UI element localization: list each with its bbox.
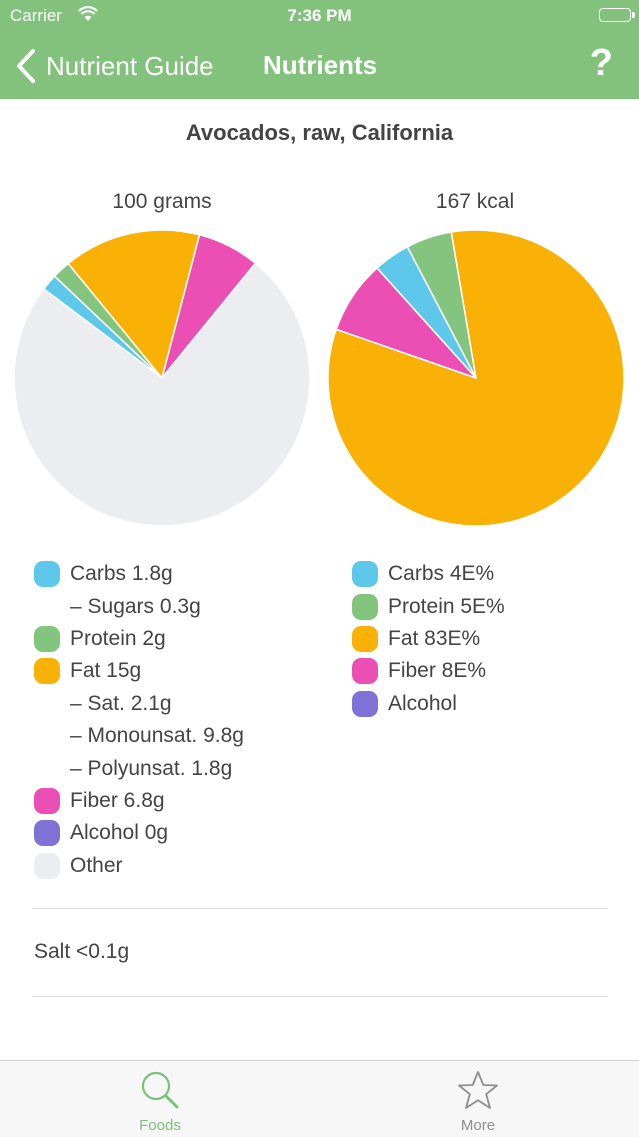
legend-label: – Sat. 2.1g	[70, 691, 172, 715]
energy-legend-item-alcohol: Alcohol	[352, 688, 505, 720]
star-icon	[458, 1071, 498, 1109]
mass-chart-label: 100 grams	[112, 190, 212, 213]
page-title: Nutrients	[263, 50, 378, 80]
back-button-label: Nutrient Guide	[46, 50, 214, 81]
fiber-color-dot	[352, 658, 378, 685]
search-icon	[141, 1071, 179, 1109]
divider	[32, 996, 608, 997]
food-name: Avocados, raw, California	[185, 120, 454, 145]
legend-label: Protein 2g	[70, 626, 166, 650]
back-button[interactable]: Nutrient Guide	[14, 46, 214, 86]
wifi-icon	[78, 6, 98, 27]
legend-label: Fat 15g	[70, 659, 142, 683]
legend-item-protein: Protein 2g	[34, 623, 244, 655]
salt-value: Salt <0.1g	[34, 940, 130, 963]
legend-item-other: Other	[34, 850, 244, 882]
legend-item-fat: Fat 15g	[34, 655, 244, 687]
tab-foods[interactable]: Foods	[80, 1061, 240, 1137]
protein-color-dot	[352, 593, 378, 620]
legend-label: Protein 5E%	[388, 594, 505, 618]
legend-item-sugars: – Sugars 0.3g	[34, 590, 244, 622]
mass-legend: Carbs 1.8g – Sugars 0.3g Protein 2g Fat …	[34, 558, 244, 882]
tab-more[interactable]: More	[398, 1061, 558, 1137]
carbs-color-dot	[352, 561, 378, 588]
fiber-color-dot	[34, 787, 60, 814]
status-bar: Carrier 7:36 PM	[0, 0, 639, 32]
legend-label: Alcohol	[388, 691, 457, 715]
legend-label: Fiber 8E%	[388, 659, 487, 683]
protein-color-dot	[34, 625, 60, 652]
energy-legend-item-carbs: Carbs 4E%	[352, 558, 505, 590]
legend-label: Alcohol 0g	[70, 821, 169, 845]
legend-label: Other	[70, 853, 123, 877]
legend-item-fiber: Fiber 6.8g	[34, 785, 244, 817]
mass-pie-chart	[13, 229, 311, 527]
navigation-bar: Nutrient Guide Nutrients ?	[0, 32, 639, 99]
carbs-color-dot	[34, 561, 60, 588]
energy-pie-chart	[327, 229, 625, 527]
fat-color-dot	[352, 625, 378, 652]
energy-chart-label: 167 kcal	[435, 190, 515, 213]
status-time: 7:36 PM	[287, 6, 352, 25]
other-color-dot	[34, 852, 60, 879]
energy-legend-item-fat: Fat 83E%	[352, 623, 505, 655]
pie-slice-fiber	[335, 266, 477, 379]
legend-label: – Sugars 0.3g	[70, 594, 201, 618]
alcohol-color-dot	[352, 690, 378, 717]
legend-label: Fiber 6.8g	[70, 788, 165, 812]
legend-label: – Monounsat. 9.8g	[70, 724, 244, 748]
legend-item-polyunsaturated: – Polyunsat. 1.8g	[34, 752, 244, 784]
pie-slice-fat	[67, 229, 201, 380]
legend-label: – Polyunsat. 1.8g	[70, 756, 233, 780]
legend-label: Carbs 1.8g	[70, 562, 173, 586]
tab-foods-label: Foods	[139, 1117, 181, 1134]
alcohol-color-dot	[34, 820, 60, 847]
tab-bar: Foods More	[0, 1060, 639, 1137]
fat-color-dot	[34, 658, 60, 685]
chevron-left-icon	[17, 49, 35, 83]
pie-slice-other	[13, 262, 311, 527]
carrier-label: Carrier	[10, 6, 62, 25]
legend-item-saturated: – Sat. 2.1g	[34, 688, 244, 720]
legend-item-monounsaturated: – Monounsat. 9.8g	[34, 720, 244, 752]
energy-legend-item-protein: Protein 5E%	[352, 590, 505, 622]
energy-legend-item-fiber: Fiber 8E%	[352, 655, 505, 687]
legend-label: Carbs 4E%	[388, 562, 495, 586]
divider	[32, 908, 608, 909]
top-bar: Carrier 7:36 PM Nutrient Guide Nutrients…	[0, 0, 639, 99]
battery-icon	[599, 8, 635, 22]
help-button[interactable]: ?	[589, 42, 613, 84]
energy-legend: Carbs 4E% Protein 5E% Fat 83E% Fiber 8E%…	[352, 558, 505, 720]
legend-item-carbs: Carbs 1.8g	[34, 558, 244, 590]
legend-item-alcohol: Alcohol 0g	[34, 817, 244, 849]
legend-label: Fat 83E%	[388, 626, 481, 650]
tab-more-label: More	[460, 1117, 496, 1134]
